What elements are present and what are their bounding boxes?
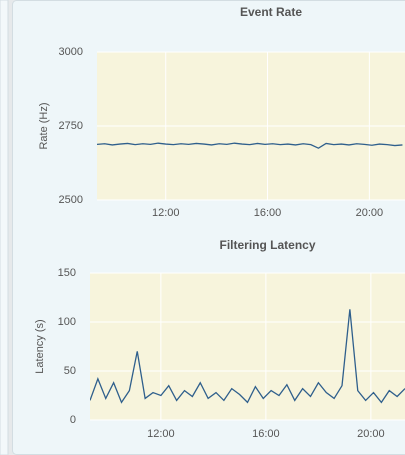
y-tick-label: 50 [64, 365, 76, 377]
y-tick-label: 3000 [59, 46, 83, 58]
x-tick-label: 12:00 [147, 428, 175, 440]
y-tick-label: 2750 [59, 120, 83, 132]
plot-area [90, 273, 405, 420]
x-tick-label: 20:00 [356, 207, 384, 219]
x-tick-label: 16:00 [252, 428, 280, 440]
chart-title: Event Rate [240, 5, 302, 19]
side-panel [0, 0, 9, 455]
data-line [90, 309, 405, 404]
y-axis-label: Rate (Hz) [38, 102, 50, 149]
x-tick-label: 20:00 [357, 428, 385, 440]
x-tick-label: 12:00 [152, 207, 180, 219]
y-axis-label: Latency (s) [34, 319, 46, 373]
y-tick-label: 100 [58, 316, 76, 328]
y-tick-label: 0 [70, 414, 76, 426]
chart-title: Filtering Latency [219, 238, 315, 252]
data-line [97, 142, 403, 149]
y-tick-label: 2500 [59, 194, 83, 206]
x-tick-label: 16:00 [254, 207, 282, 219]
y-tick-label: 150 [58, 267, 76, 279]
